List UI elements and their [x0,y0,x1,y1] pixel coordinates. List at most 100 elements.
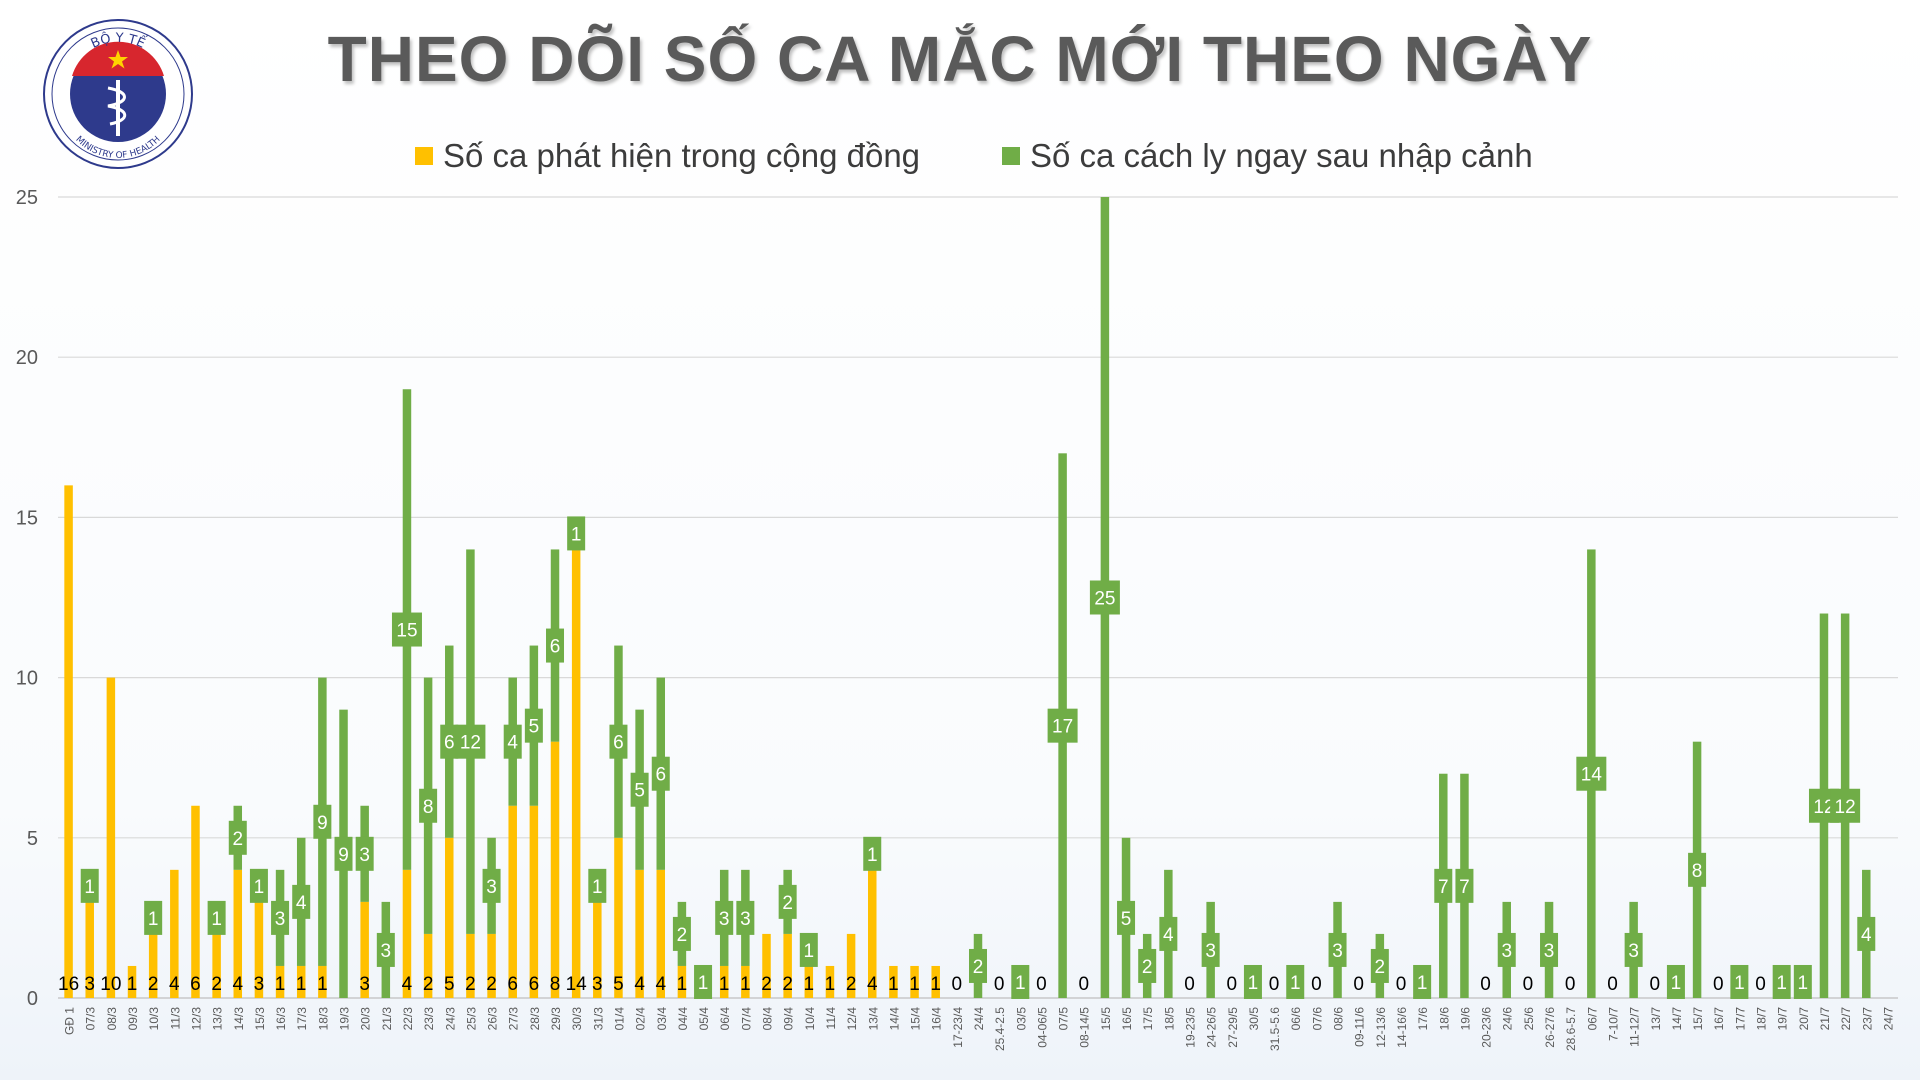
bar-community [254,901,264,998]
quarantine-data-label: 1 [1015,973,1026,994]
bar-community [127,965,137,998]
x-tick-label: GĐ 1 [63,1007,77,1035]
ministry-of-health-logo: BỘ Y TẾ MINISTRY OF HEALTH [43,19,193,169]
bar-community [889,965,898,998]
quarantine-label-box [440,724,459,759]
x-tick-label: 11-12/7 [1628,1007,1642,1047]
x-tick-label: 17-23/4 [951,1007,965,1048]
community-data-label: 4 [867,974,878,995]
community-data-label: 2 [761,974,772,995]
y-tick-label: 5 [27,828,38,850]
x-tick-label: 05/4 [697,1007,711,1031]
quarantine-label-box [736,900,755,935]
legend-swatch-community [415,147,433,165]
quarantine-label-box [503,724,522,759]
community-data-label: 16 [58,974,79,995]
legend-swatch-quarantine [1002,147,1020,165]
x-tick-label: 16/3 [274,1007,288,1031]
quarantine-label-box [630,772,649,807]
community-data-label: 1 [677,974,688,995]
quarantine-data-label: 1 [571,524,582,545]
quarantine-label-box [419,788,438,823]
bar-community [85,901,94,998]
x-tick-label: 24/7 [1881,1007,1895,1031]
community-data-label: 1 [127,974,138,995]
bar-community [868,869,877,998]
bar-community [423,933,433,998]
x-tick-label: 10/3 [147,1007,161,1031]
x-tick-label: 24/3 [443,1007,457,1031]
x-tick-label: 09-11/6 [1353,1007,1367,1047]
quarantine-label-box [1011,964,1030,999]
bar-community [212,933,221,998]
quarantine-data-label: 7 [1438,877,1449,898]
x-tick-label: 02/4 [634,1007,648,1031]
community-data-label: 5 [613,974,624,995]
community-data-label: 6 [529,974,540,995]
quarantine-data-label: 14 [1581,765,1603,786]
quarantine-data-label: 2 [782,893,793,914]
quarantine-data-label: 15 [396,621,417,642]
x-tick-label: 07/3 [84,1007,98,1031]
x-tick-label: 01/4 [612,1007,626,1031]
quarantine-label-box [799,932,818,967]
quarantine-label-box [1370,948,1389,983]
quarantine-data-label: 9 [317,813,328,834]
quarantine-data-label: 2 [973,957,984,978]
community-data-label: 4 [634,974,645,995]
x-tick-label: 18/7 [1755,1007,1769,1031]
quarantine-label-box [1117,900,1136,935]
quarantine-label-box [1497,932,1516,967]
quarantine-label-box [1455,868,1474,903]
x-tick-label: 14/7 [1670,1007,1684,1031]
community-data-label: 0 [1078,974,1089,995]
x-tick-label: 07/5 [1057,1007,1071,1031]
quarantine-label-box [715,900,734,935]
quarantine-data-label: 1 [148,909,159,930]
quarantine-data-label: 4 [1861,925,1872,946]
community-data-label: 4 [655,974,666,995]
quarantine-label-box [313,804,332,839]
community-data-label: 1 [930,974,941,995]
community-data-label: 3 [359,974,370,995]
bar-community [783,933,792,998]
quarantine-data-label: 6 [550,637,561,658]
quarantine-data-label: 3 [381,941,392,962]
quarantine-label-box [292,884,311,919]
x-tick-label: 24-26/5 [1205,1007,1219,1048]
x-tick-label: 18/5 [1162,1007,1176,1031]
community-data-label: 0 [1565,974,1576,995]
bar-community [719,965,729,998]
quarantine-data-label: 3 [1501,941,1512,962]
quarantine-data-label: 3 [1332,941,1343,962]
quarantine-label-box [651,756,670,791]
community-data-label: 2 [148,974,159,995]
community-data-label: 2 [423,974,434,995]
quarantine-label-box [524,708,543,743]
bar-community [170,869,179,998]
community-data-label: 0 [1353,974,1364,995]
community-data-label: 14 [566,974,588,995]
quarantine-label-box [1666,964,1685,999]
quarantine-label-box [1328,932,1347,967]
y-tick-label: 25 [16,187,38,209]
quarantine-data-label: 9 [338,845,349,866]
x-tick-label: 30/5 [1247,1007,1261,1031]
community-data-label: 1 [909,974,920,995]
bar-community [635,869,644,998]
quarantine-data-label: 2 [232,829,243,850]
bar-community [571,549,581,998]
quarantine-data-label: 12 [1813,797,1834,818]
community-data-label: 1 [275,974,286,995]
quarantine-data-label: 1 [1248,973,1259,994]
x-tick-label: 23/3 [422,1007,436,1031]
x-tick-label: 12-13/6 [1374,1007,1388,1048]
y-tick-label: 0 [27,988,38,1010]
x-tick-label: 03/5 [1014,1007,1028,1031]
community-data-label: 0 [1649,974,1660,995]
bar-community [741,965,750,998]
community-data-label: 1 [317,974,328,995]
quarantine-data-label: 6 [655,765,666,786]
x-tick-label: 31.5-5.6 [1268,1007,1282,1051]
quarantine-data-label: 1 [1776,973,1787,994]
